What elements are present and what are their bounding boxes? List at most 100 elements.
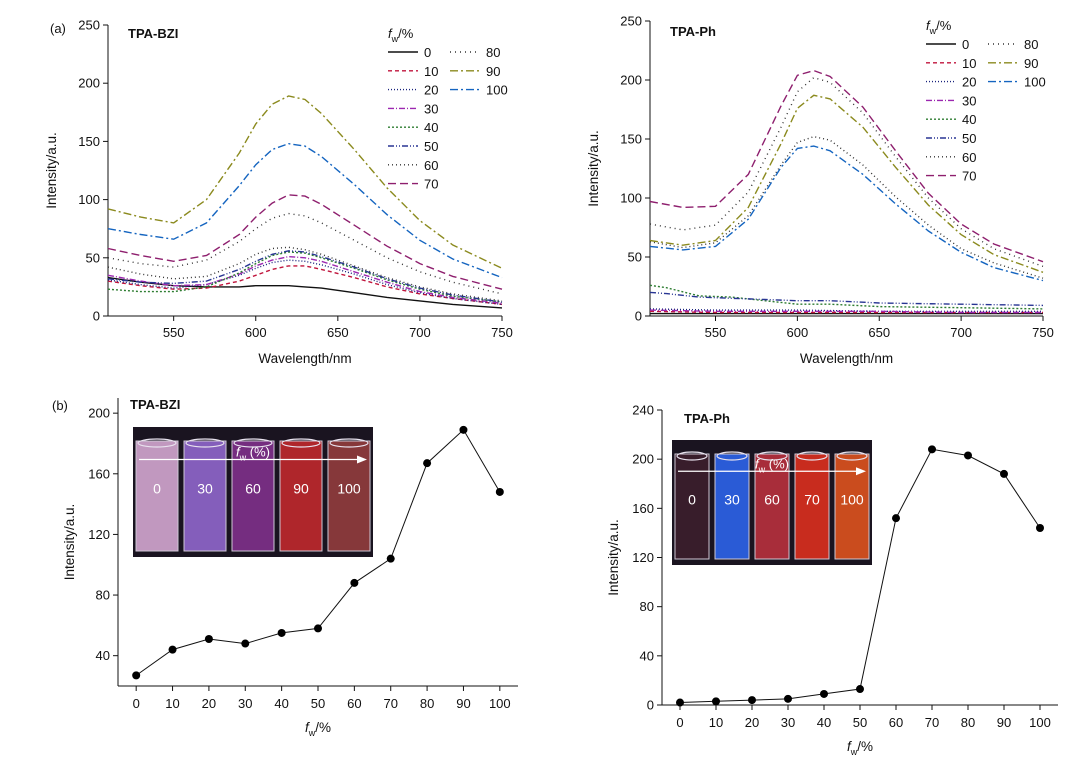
x-tick-label: 600: [787, 325, 809, 340]
intensity-chart-tpa-ph: 0 40 80 120 160 200 240 0 10 20 30 40 50 60 70 80 90 100 f…: [606, 403, 1058, 757]
y-tick-label: 120: [632, 550, 654, 565]
x-tick-label: 40: [274, 696, 288, 711]
x-tick-label: 20: [202, 696, 216, 711]
legend-label-10: 10: [424, 64, 438, 79]
legend-label-80: 80: [486, 45, 500, 60]
x-axis-label: fw/%: [847, 739, 873, 757]
vial-cap: [137, 438, 177, 448]
chart-title: TPA-Ph: [684, 411, 730, 426]
x-tick-label: 60: [347, 696, 361, 711]
legend-label-60: 60: [962, 150, 976, 165]
legend-label-20: 20: [424, 83, 438, 98]
x-tick-label: 650: [327, 325, 349, 340]
x-tick-label: 40: [817, 715, 831, 730]
legend-label-90: 90: [1024, 56, 1038, 71]
series-line-30: [649, 309, 1043, 314]
y-tick-label: 0: [93, 309, 100, 324]
legend-title: fw/%: [388, 26, 414, 44]
legend-label-10: 10: [962, 56, 976, 71]
data-point: [1000, 469, 1008, 478]
x-tick-label: 600: [245, 325, 267, 340]
x-axis-label: Wavelength/nm: [258, 351, 351, 366]
vial-cap: [233, 438, 273, 448]
y-tick-label: 200: [632, 452, 654, 467]
series-line-0: [107, 276, 503, 309]
data-point: [964, 451, 972, 460]
legend-label-50: 50: [962, 131, 976, 146]
x-tick-label: 0: [133, 696, 140, 711]
chart-title: TPA-BZI: [128, 26, 178, 41]
y-tick-label: 160: [632, 501, 654, 516]
x-tick-label: 90: [997, 715, 1011, 730]
vial-label: 30: [197, 481, 213, 497]
data-point: [712, 697, 720, 706]
data-point: [784, 694, 792, 703]
y-tick-label: 0: [635, 309, 642, 324]
data-point: [1036, 524, 1044, 532]
vial-cap: [716, 451, 748, 461]
series-line-90: [107, 95, 503, 269]
y-axis-label: Intensity/a.u.: [62, 504, 77, 581]
data-point: [459, 425, 468, 434]
vial-label: 30: [724, 492, 740, 508]
data-point: [676, 698, 684, 707]
data-point: [350, 578, 359, 587]
x-tick-label: 70: [925, 715, 939, 730]
series-line-40: [107, 251, 503, 303]
y-tick-label: 100: [620, 191, 642, 206]
legend-label-70: 70: [424, 177, 438, 192]
legend-label-100: 100: [486, 83, 508, 98]
x-tick-label: 100: [489, 696, 511, 711]
series-line-10: [107, 265, 503, 306]
x-tick-label: 750: [491, 325, 513, 340]
y-axis-label: Intensity/a.u.: [44, 132, 59, 209]
legend-label-0: 0: [424, 45, 431, 60]
y-tick-label: 50: [86, 250, 100, 265]
y-tick-label: 200: [78, 76, 100, 91]
y-tick-label: 200: [88, 406, 110, 421]
series-line-30: [107, 255, 503, 304]
legend-label-50: 50: [424, 139, 438, 154]
y-tick-label: 100: [78, 192, 100, 207]
series-line-70: [107, 194, 503, 290]
data-point: [204, 635, 213, 644]
x-tick-label: 0: [676, 715, 683, 730]
y-axis-label: Intensity/a.u.: [586, 130, 601, 207]
inset-arrow-label: fw (%): [755, 456, 789, 474]
inset-arrow-label: fw (%): [236, 445, 270, 463]
y-tick-label: 0: [647, 698, 654, 713]
y-tick-label: 40: [640, 648, 654, 663]
x-tick-label: 750: [1032, 325, 1054, 340]
vial-cap: [756, 451, 788, 461]
legend-label-30: 30: [962, 93, 976, 108]
x-tick-label: 650: [868, 325, 890, 340]
y-tick-label: 250: [78, 18, 100, 33]
x-axis-label: fw/%: [305, 720, 331, 738]
x-tick-label: 80: [961, 715, 975, 730]
series-line-40: [649, 284, 1044, 310]
data-point: [892, 514, 900, 523]
y-tick-label: 150: [78, 134, 100, 149]
x-tick-label: 550: [705, 325, 727, 340]
y-tick-label: 80: [640, 599, 654, 614]
x-axis-label: Wavelength/nm: [800, 351, 893, 366]
x-tick-label: 50: [853, 715, 867, 730]
vial-cap: [676, 451, 708, 461]
y-tick-label: 150: [620, 132, 642, 147]
series-line-20: [107, 259, 503, 306]
chart-title: TPA-Ph: [670, 24, 716, 39]
series-line-80: [107, 212, 503, 295]
x-tick-label: 700: [409, 325, 431, 340]
series-line-50: [649, 291, 1044, 307]
data-point: [132, 671, 141, 680]
x-tick-label: 50: [311, 696, 325, 711]
vial-label: 60: [764, 492, 780, 508]
x-tick-label: 30: [238, 696, 252, 711]
y-tick-label: 80: [96, 588, 110, 603]
series-line-20: [649, 308, 1043, 312]
chart-title: TPA-BZI: [130, 397, 180, 412]
data-point: [495, 487, 504, 496]
inset-arrow-head: [357, 455, 367, 464]
